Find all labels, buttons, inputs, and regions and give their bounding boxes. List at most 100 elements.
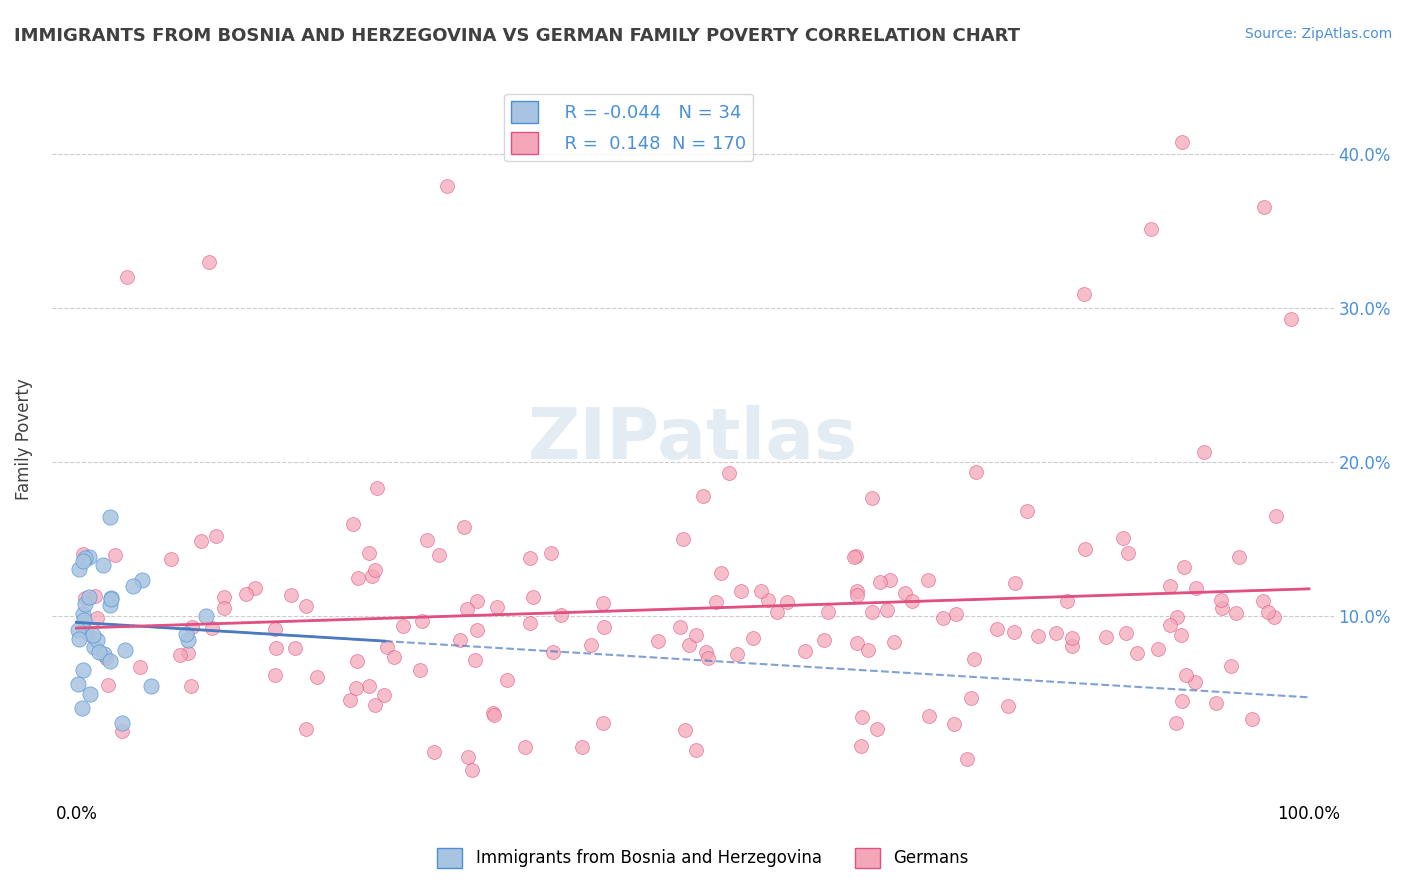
Point [128,660,150,674]
Point [82,628,104,642]
Point [1126,647,1149,661]
Point [1114,625,1136,640]
Point [1015,504,1038,518]
Point [704,594,727,608]
Point [592,716,614,731]
Point [1116,546,1139,560]
Point [84,589,107,603]
Point [1192,445,1215,459]
Point [346,654,368,668]
Point [725,647,748,661]
Point [344,681,367,695]
Point [77,550,100,565]
Point [997,698,1019,713]
Point [409,663,432,677]
Point [917,574,939,588]
Point [1253,200,1275,214]
Point [86,611,108,625]
Point [67,623,90,637]
Point [70,701,93,715]
Point [100,591,122,606]
Point [540,546,562,560]
Point [860,605,883,619]
Point [363,698,385,713]
Point [1241,712,1264,726]
Text: IMMIGRANTS FROM BOSNIA AND HERZEGOVINA VS GERMAN FAMILY POVERTY CORRELATION CHAR: IMMIGRANTS FROM BOSNIA AND HERZEGOVINA V… [14,27,1021,45]
Point [96,651,118,665]
Point [76,627,98,641]
Point [685,628,707,642]
Text: Source: ZipAtlas.com: Source: ZipAtlas.com [1244,27,1392,41]
Point [1073,542,1095,557]
Point [131,573,153,587]
Point [718,466,741,480]
Point [139,679,162,693]
Point [77,590,100,604]
Point [235,587,257,601]
Point [481,706,503,720]
Legend:   R = -0.044   N = 34,   R =  0.148  N = 170: R = -0.044 N = 34, R = 0.148 N = 170 [505,94,754,161]
Point [817,605,839,619]
Point [160,551,183,566]
Point [180,679,202,693]
Point [73,613,96,627]
Point [72,554,94,568]
Point [104,549,127,563]
Point [465,593,488,607]
Point [879,573,901,587]
Point [1146,642,1168,657]
Point [264,641,287,656]
Point [67,562,90,576]
Point [1045,626,1067,640]
Point [856,643,879,657]
Point [1220,658,1243,673]
Point [579,639,602,653]
Point [571,740,593,755]
Point [373,688,395,702]
Point [201,621,224,635]
Point [427,548,450,562]
Point [198,255,221,269]
Point [87,644,110,658]
Point [359,679,381,693]
Point [205,529,228,543]
Point [894,586,917,600]
Point [845,588,868,602]
Point [194,608,217,623]
Point [647,634,669,648]
Point [678,638,700,652]
Point [673,723,696,737]
Point [73,551,96,566]
Point [100,598,122,612]
Point [467,624,489,638]
Point [685,742,707,756]
Point [960,691,983,706]
Point [730,583,752,598]
Point [457,750,479,764]
Point [1263,609,1285,624]
Point [1227,549,1250,564]
Point [1002,624,1025,639]
Point [756,593,779,607]
Point [876,603,898,617]
Point [1173,560,1195,574]
Point [212,600,235,615]
Point [484,707,506,722]
Point [550,607,572,622]
Point [1171,694,1194,708]
Point [411,615,433,629]
Point [72,664,94,678]
Point [360,568,382,582]
Point [1251,593,1274,607]
Point [72,607,94,622]
Point [73,623,96,637]
Point [986,622,1008,636]
Point [456,602,478,616]
Point [522,591,544,605]
Point [844,550,866,565]
Point [593,620,616,634]
Point [1209,593,1232,607]
Point [1164,716,1187,731]
Point [869,575,891,590]
Point [513,740,536,755]
